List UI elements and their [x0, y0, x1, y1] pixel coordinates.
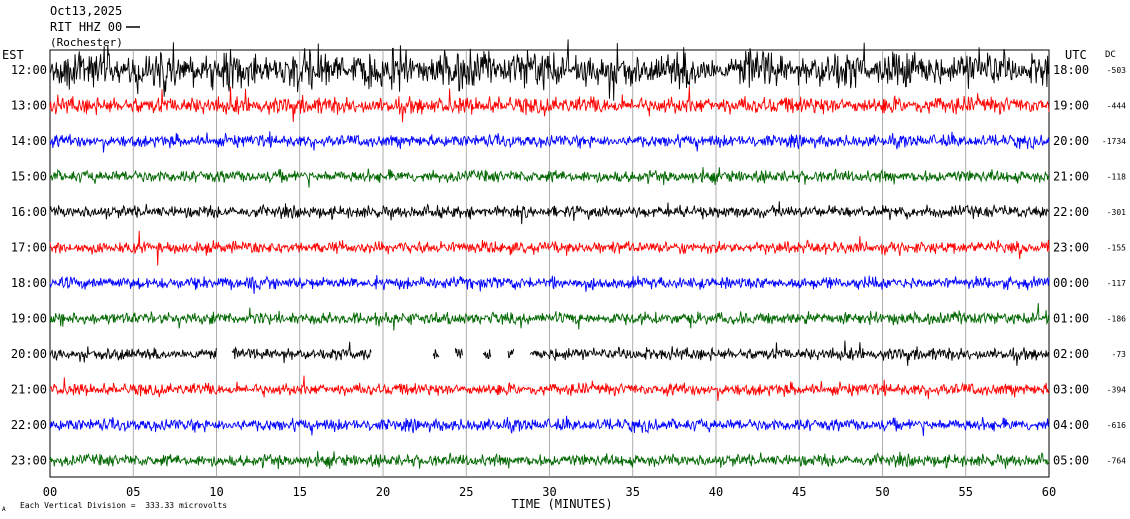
trace-1300 [49, 86, 1050, 123]
x-tick-label: 25 [459, 485, 473, 499]
utc-hour-label: 20:00 [1053, 134, 1089, 148]
est-hour-label: 16:00 [11, 205, 47, 219]
dc-offset-label: -1734 [1102, 137, 1126, 146]
x-tick-label: 55 [959, 485, 973, 499]
footer-mark: A [2, 506, 6, 513]
dc-header: DC [1105, 50, 1116, 60]
footer-note: Each Vertical Division = 333.33 microvol… [20, 501, 227, 510]
utc-hour-label: 01:00 [1053, 312, 1089, 326]
x-tick-label: 60 [1042, 485, 1056, 499]
est-hour-label: 14:00 [11, 134, 47, 148]
est-hour-label: 18:00 [11, 276, 47, 290]
trace-2200 [49, 415, 1050, 437]
est-hour-label: 21:00 [11, 383, 47, 397]
utc-hour-label: 00:00 [1053, 276, 1089, 290]
est-hour-label: 12:00 [11, 63, 47, 77]
dc-offset-label: -117 [1107, 279, 1126, 288]
utc-hour-label: 23:00 [1053, 241, 1089, 255]
dc-offset-label: -186 [1107, 315, 1126, 324]
utc-hour-label: 18:00 [1053, 63, 1089, 77]
seismic-traces [49, 39, 1050, 470]
trace-2100 [49, 375, 1050, 402]
x-tick-label: 00 [43, 485, 57, 499]
x-tick-label: 15 [293, 485, 307, 499]
dc-offset-label: -503 [1107, 66, 1126, 75]
est-hour-label: 23:00 [11, 454, 47, 468]
trace-2300 [49, 451, 1050, 470]
x-tick-label: 20 [376, 485, 390, 499]
trace-1400 [49, 131, 1050, 153]
header-network: (Rochester) [50, 36, 123, 49]
utc-hour-label: 05:00 [1053, 454, 1089, 468]
dc-offset-label: -301 [1107, 208, 1126, 217]
utc-axis-label: UTC [1065, 48, 1087, 62]
x-tick-labels: 00 05 10 15 20 25 30 35 40 45 50 55 60 [43, 485, 1056, 499]
grid-lines [132, 50, 967, 477]
header-station: RIT HHZ 00 [50, 20, 122, 34]
x-tick-label: 05 [126, 485, 140, 499]
x-tick-label: 50 [875, 485, 889, 499]
est-hour-label: 15:00 [11, 170, 47, 184]
dc-offset-label: -73 [1112, 350, 1127, 359]
x-tick-label: 45 [792, 485, 806, 499]
dc-offset-label: -394 [1107, 386, 1126, 395]
trace-1800 [49, 274, 1050, 294]
est-hour-labels: 12:00 13:00 14:00 15:00 16:00 17:00 18:00 19:00… [11, 63, 47, 468]
est-hour-label: 17:00 [11, 241, 47, 255]
utc-hour-label: 02:00 [1053, 347, 1089, 361]
est-hour-label: 13:00 [11, 99, 47, 113]
trace-1700 [49, 230, 1050, 266]
est-axis-label: EST [2, 48, 24, 62]
utc-hour-label: 22:00 [1053, 205, 1089, 219]
trace-1200 [49, 39, 1050, 101]
x-tick-label: 40 [709, 485, 723, 499]
utc-hour-label: 19:00 [1053, 99, 1089, 113]
utc-hour-label: 21:00 [1053, 170, 1089, 184]
dc-offset-label: -616 [1107, 421, 1126, 430]
est-hour-label: 22:00 [11, 418, 47, 432]
x-tick-label: 35 [626, 485, 640, 499]
dc-offset-label: -444 [1107, 102, 1126, 111]
trace-1600 [49, 201, 1050, 225]
dc-offset-label: -155 [1107, 244, 1126, 253]
est-hour-label: 20:00 [11, 347, 47, 361]
dc-offset-labels: -503 -444 -1734 -118 -301 -155 -117 -186 -73 -394… [1102, 66, 1126, 466]
dc-offset-label: -764 [1107, 457, 1126, 466]
trace-1900 [49, 303, 1050, 331]
x-tick-label: 30 [542, 485, 556, 499]
utc-hour-label: 04:00 [1053, 418, 1089, 432]
x-axis-label: TIME (MINUTES) [511, 497, 612, 511]
x-tick-label: 10 [209, 485, 223, 499]
trace-2000 [49, 340, 1050, 366]
utc-hour-label: 03:00 [1053, 383, 1089, 397]
utc-hour-labels: 18:00 19:00 20:00 21:00 22:00 23:00 00:00 01:00… [1053, 63, 1089, 468]
trace-1500 [49, 167, 1050, 188]
est-hour-label: 19:00 [11, 312, 47, 326]
header-date: Oct13,2025 [50, 4, 122, 18]
dc-offset-label: -118 [1107, 173, 1126, 182]
